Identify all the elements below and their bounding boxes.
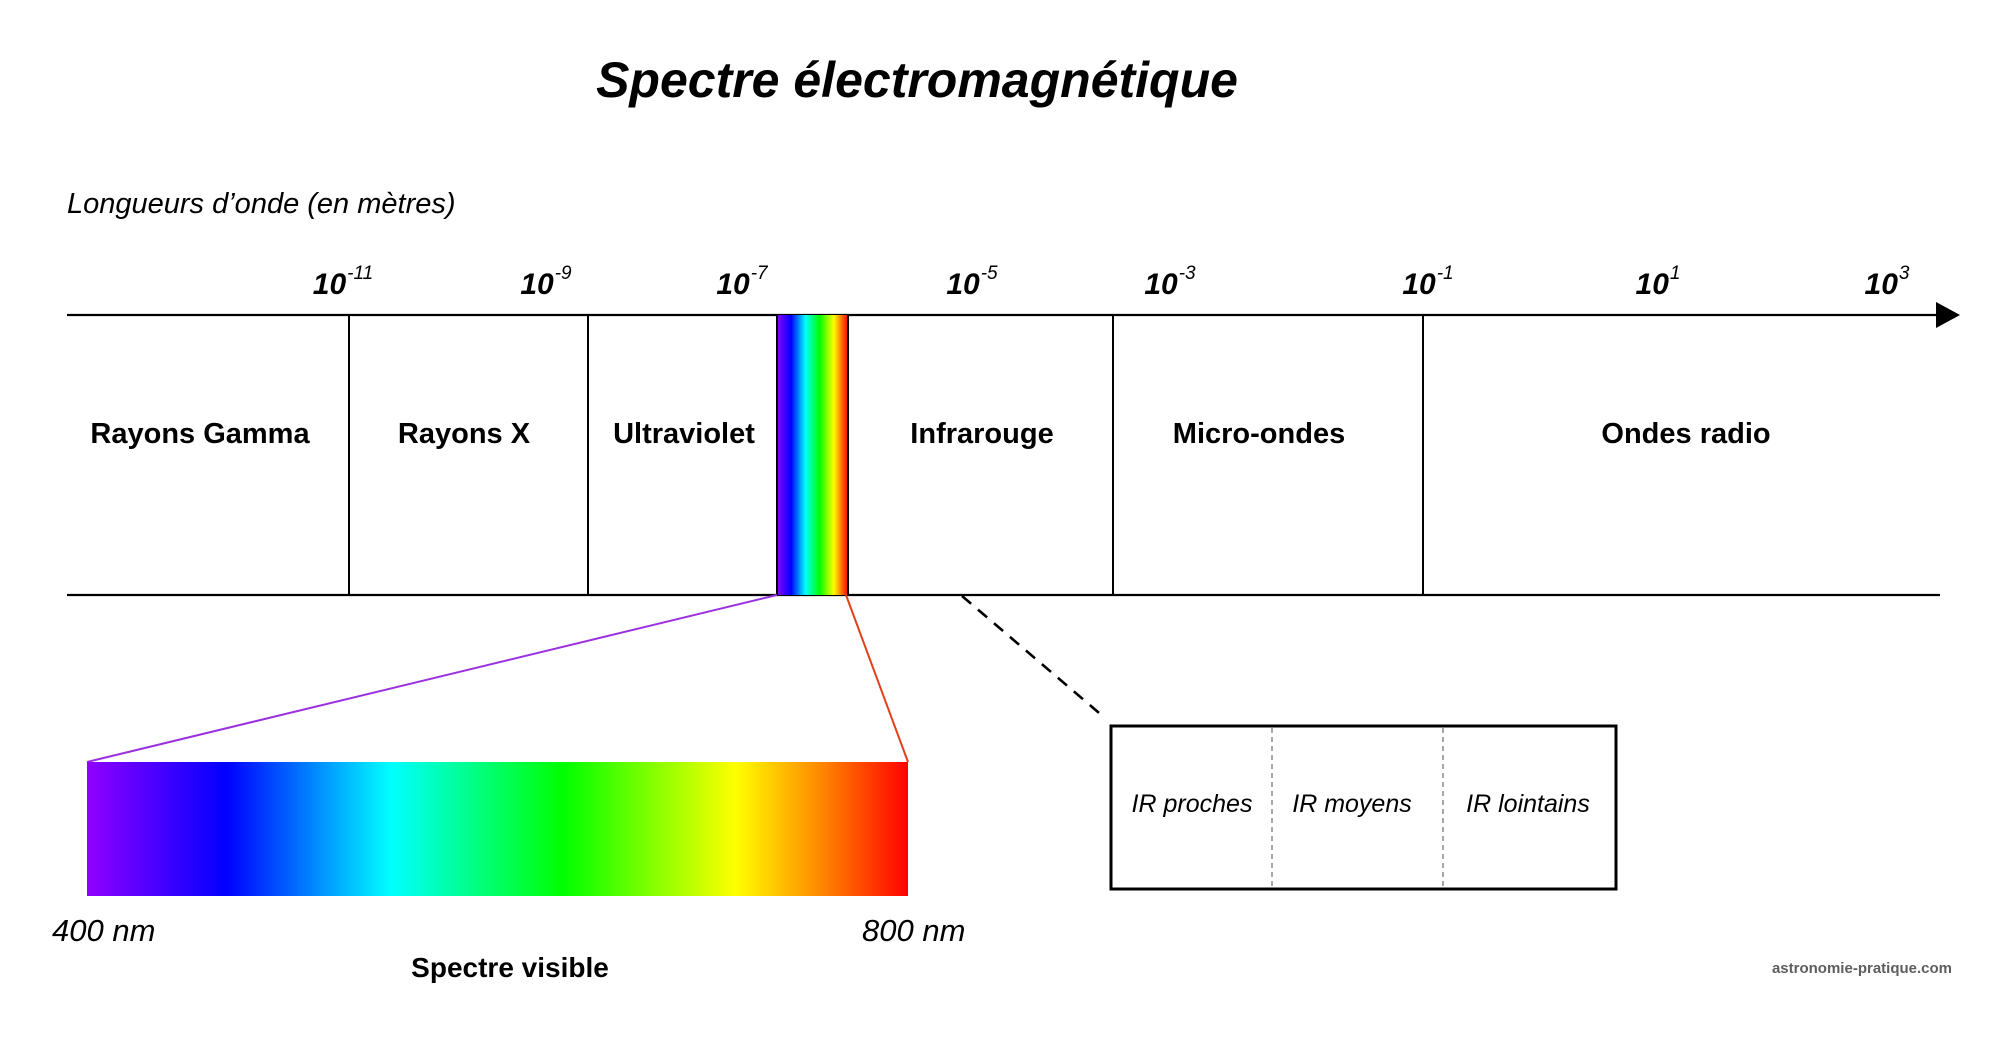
page-title: Spectre électromagnétique [596,52,1238,108]
visible-end-label: 800 nm [862,913,966,948]
tick-label-10e-9: 10-9 [520,263,572,301]
infrared-connector [961,595,1106,719]
tick-label-10e1: 101 [1635,263,1681,301]
visible-band [777,315,848,595]
visible-spectrum-label: Spectre visible [411,952,609,983]
ir-near-label: IR proches [1131,790,1253,818]
tick-label-10e-1: 10-1 [1402,263,1454,301]
visible-start-label: 400 nm [52,913,156,948]
region-microwaves: Micro-ondes [1172,418,1346,450]
region-gamma-rays: Rayons Gamma [90,418,310,450]
region-radio-waves: Ondes radio [1601,418,1771,450]
tick-label-10e-5: 10-5 [946,263,998,301]
axis-label: Longueurs d’onde (en mètres) [67,188,456,220]
region-infrared: Infrarouge [910,418,1054,450]
visible-connector-violet [86,594,778,763]
region-x-rays: Rayons X [397,418,531,450]
tick-label-10e-3: 10-3 [1144,263,1196,301]
visible-connector-red [845,594,909,763]
visible-spectrum-bar [87,762,908,896]
tick-label-10e-7: 10-7 [716,263,768,301]
ir-far-label: IR lointains [1466,790,1590,818]
tick-label-10e3: 103 [1864,263,1910,301]
tick-label-10e-11: 10-11 [312,263,374,301]
infrared-box [1109,724,1618,891]
axis-arrowhead [1936,302,1960,328]
region-ultraviolet: Ultraviolet [613,418,755,450]
credit-text: astronomie-pratique.com [1771,960,1952,977]
ir-mid-label: IR moyens [1292,790,1412,818]
